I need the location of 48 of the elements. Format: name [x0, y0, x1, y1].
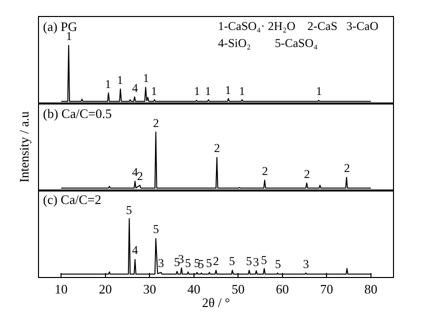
annotation: 2: [304, 167, 310, 181]
annotation: 3: [158, 256, 164, 270]
annotation: 4: [132, 243, 138, 257]
x-tick-label: 40: [187, 282, 200, 297]
annotation: 5: [229, 254, 235, 268]
annotation: 2: [262, 164, 268, 178]
annotation: 1: [205, 84, 211, 98]
annotation: 5: [261, 253, 267, 267]
annotation: 1: [143, 71, 149, 85]
annotation: 3: [303, 257, 309, 271]
annotation: 2: [344, 161, 350, 175]
annotation: 5: [246, 254, 252, 268]
annotation: 1: [194, 84, 200, 98]
annotation: 1: [151, 84, 157, 98]
annotation: 5: [206, 256, 212, 270]
annotation: 2: [213, 254, 219, 268]
annotation: 1: [239, 84, 245, 98]
x-tick-label: 80: [364, 282, 378, 297]
annotation: 1: [105, 77, 111, 91]
annotation: 4: [132, 81, 138, 95]
x-tick-label: 60: [276, 282, 289, 297]
annotation: 5: [126, 203, 132, 217]
annotation: 2: [214, 141, 220, 155]
annotation: 5: [194, 256, 200, 270]
annotation: 5: [275, 257, 281, 271]
annotation: 5: [174, 255, 180, 269]
y-axis-title: Intensity / a.u: [16, 110, 32, 182]
x-tick-label: 70: [320, 282, 334, 297]
x-tick-label: 10: [54, 282, 68, 297]
annotation: 5: [185, 256, 191, 270]
annotation: 5: [198, 257, 204, 271]
annotation: 1: [316, 84, 322, 98]
annotation: 3: [178, 252, 184, 266]
annotation: 2: [153, 116, 159, 130]
chart-title: (c) Ca/C=2: [43, 192, 102, 207]
annotation: 4-SiO₂ 5-CaSO₄: [218, 36, 318, 50]
text: 1-CaSO₄· 2H₂O 2-CaS 3-CaO: [218, 19, 379, 33]
x-tick-label: 30: [143, 282, 156, 297]
annotation: 1: [225, 83, 231, 97]
x-tick-label: 20: [98, 282, 112, 297]
chart-title: (b) Ca/C=0.5: [43, 106, 112, 121]
annotation: 3: [253, 255, 259, 269]
annotation: 5: [153, 222, 159, 236]
x-tick-label: 50: [232, 282, 245, 297]
annotation: 4: [132, 165, 138, 179]
x-axis-title: 2θ / °: [202, 295, 230, 310]
annotation: 2: [137, 169, 143, 183]
annotation: 1: [117, 73, 123, 87]
